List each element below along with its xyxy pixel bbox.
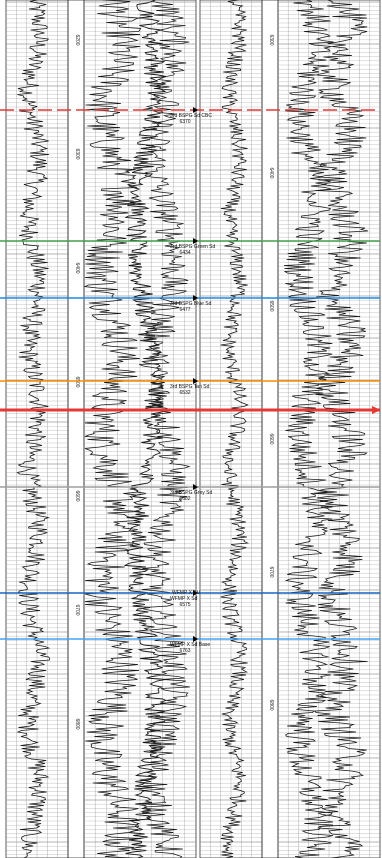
depth-label: 6500 [268,300,274,311]
pick-marker-icon [193,107,198,113]
depth-label: 6300 [74,148,80,159]
log-curves [16,0,369,858]
log-curve [83,0,142,858]
formation-top-depth: 6532 [179,390,190,396]
formation-top-name: WFMP X Sd Base [170,642,210,648]
depth-label: 6700 [268,566,274,577]
formation-top-depth: 6763 [179,648,190,654]
pick-marker-icon [193,636,198,642]
depth-label: 6600 [268,433,274,444]
depth-label: 6500 [74,376,80,387]
formation-top-depth: 6477 [179,307,190,313]
formation-top-name: 3rd BSPG Tan Sd [170,384,210,390]
formation-top-extra: WFMP X BU [172,590,201,596]
pick-marker-icon [193,238,198,244]
track-border [83,0,197,858]
formation-top-name: 3rd BSPG Green Sd [170,244,216,250]
log-curve [283,0,334,858]
formation-top-name: 3rd BSPG Blue Sd [170,301,212,307]
depth-label: 6800 [268,699,274,710]
depth-label: 6800 [74,718,80,729]
arrow-head-icon [372,406,381,414]
pick-marker-icon [193,295,198,301]
formation-top-name: WFMP X Sd [170,596,198,602]
track-border [277,0,381,858]
log-curve [314,0,369,858]
formation-top-depth: 6370 [179,119,190,125]
log-curve [220,0,250,858]
pick-marker-icon [193,484,198,490]
grid-layer [5,0,381,858]
pick-marker-icon [193,590,198,596]
formation-top-name: 3rd BSPG Sd CBC [170,113,212,119]
log-curve [16,0,51,858]
depth-labels: 6200 6300 6400 6500 6600 6700 6800 6300 6400 6500… [74,34,274,729]
depth-label: 6200 [74,34,80,45]
depth-label: 6400 [268,167,274,178]
formation-top-depth: 6575 [179,602,190,608]
pick-marker-icon [193,378,198,384]
formation-top-depth: 6682 [179,496,190,502]
log-curve [139,0,191,858]
depth-label: 6400 [74,262,80,273]
depth-label: 6700 [74,604,80,615]
depth-label: 6600 [74,490,80,501]
formation-top-name: 3rd BSPG Grey Sd [170,490,212,496]
depth-label: 6300 [268,34,274,45]
formation-top-depth: 6434 [179,250,190,256]
